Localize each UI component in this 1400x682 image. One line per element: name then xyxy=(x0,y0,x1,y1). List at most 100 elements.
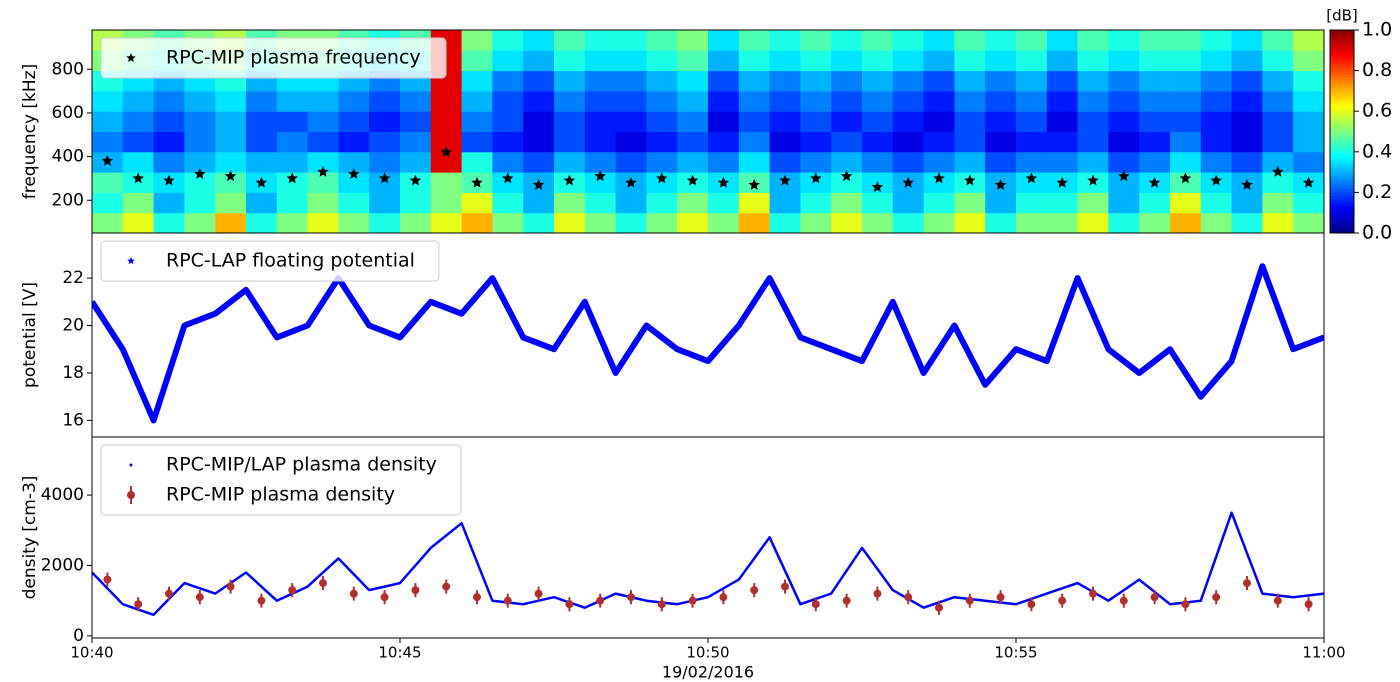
marker xyxy=(1150,593,1159,602)
colorbar-tick-label: 1.0 xyxy=(1362,19,1392,41)
colorbar-segment xyxy=(1330,121,1354,126)
heatmap-cell xyxy=(1016,172,1048,193)
heatmap-cell xyxy=(307,151,339,173)
heatmap-cell xyxy=(523,212,555,233)
heatmap-cell xyxy=(738,192,771,214)
heatmap-cell xyxy=(769,151,801,173)
heatmap-cell xyxy=(862,131,894,153)
heatmap-cell xyxy=(554,192,586,214)
colorbar-segment xyxy=(1330,128,1354,132)
heatmap-cell xyxy=(492,70,524,92)
heatmap-cell xyxy=(307,172,339,193)
heatmap-cell xyxy=(831,131,863,153)
marker xyxy=(440,146,452,158)
heatmap-cell xyxy=(122,111,155,132)
heatmap-cell xyxy=(1231,131,1263,153)
heatmap-cell xyxy=(923,131,955,153)
heatmap-cell xyxy=(215,111,247,132)
heatmap-cell xyxy=(923,172,955,193)
heatmap-cell xyxy=(1108,90,1140,112)
heatmap-cell xyxy=(985,90,1017,112)
heatmap-cell xyxy=(184,172,216,193)
marker xyxy=(194,168,206,179)
colorbar-segment xyxy=(1330,226,1354,231)
legend-marker xyxy=(127,257,135,265)
colorbar-segment xyxy=(1330,80,1354,85)
colorbar-segment xyxy=(1330,148,1354,153)
heatmap-cell xyxy=(523,151,555,173)
legend-marker xyxy=(127,491,135,499)
heatmap-cell xyxy=(677,212,709,233)
x-tick-label: 11:00 xyxy=(1302,644,1345,662)
colorbar-segment xyxy=(1330,158,1354,163)
marker xyxy=(1119,596,1128,605)
heatmap-cell xyxy=(800,131,832,153)
colorbar-segment xyxy=(1330,87,1354,92)
heatmap-cell xyxy=(492,172,524,193)
heatmap-cell xyxy=(153,212,185,233)
heatmap-cell xyxy=(1016,50,1048,72)
marker xyxy=(103,575,112,584)
colorbar-segment xyxy=(1330,205,1354,210)
heatmap-cell xyxy=(1108,192,1140,214)
heatmap-cell xyxy=(738,151,771,173)
colorbar-label: [dB] xyxy=(1326,7,1358,25)
heatmap-cell xyxy=(584,212,617,233)
heatmap-cell xyxy=(708,151,740,173)
heatmap-cell xyxy=(769,111,801,132)
heatmap-cell xyxy=(1016,192,1048,214)
colorbar-segment xyxy=(1330,202,1354,207)
heatmap-cell xyxy=(923,192,955,214)
x-tick-label: 10:50 xyxy=(686,644,729,662)
heatmap-cell xyxy=(584,151,617,173)
heatmap-cell xyxy=(122,212,155,233)
colorbar-segment xyxy=(1330,229,1354,234)
marker xyxy=(319,579,327,588)
heatmap-cell xyxy=(985,151,1017,173)
colorbar-segment xyxy=(1330,195,1354,200)
y-axis-label: potential [V] xyxy=(20,282,40,388)
colorbar-segment xyxy=(1330,168,1354,173)
heatmap-cell xyxy=(615,192,647,214)
heatmap-cell xyxy=(1231,192,1263,214)
colorbar-segment xyxy=(1330,131,1354,136)
heatmap-cell xyxy=(862,70,894,92)
heatmap-cell xyxy=(985,111,1017,132)
heatmap-cell xyxy=(523,70,555,92)
legend-label: RPC-MIP/LAP plasma density xyxy=(166,454,437,476)
heatmap-cell xyxy=(276,131,309,153)
heatmap-cell xyxy=(338,151,370,173)
colorbar-segment xyxy=(1330,155,1354,160)
heatmap-cell xyxy=(646,172,678,193)
marker xyxy=(1025,172,1038,184)
heatmap-cell xyxy=(184,111,216,132)
heatmap-cell xyxy=(1139,50,1171,72)
heatmap-cell xyxy=(769,212,801,233)
colorbar-segment xyxy=(1330,192,1354,197)
marker xyxy=(257,596,266,605)
heatmap-cell xyxy=(1016,111,1048,132)
heatmap-cell xyxy=(461,151,493,173)
heatmap-cell xyxy=(769,50,801,72)
heatmap-cell xyxy=(862,151,894,173)
heatmap-cell xyxy=(1200,111,1233,132)
heatmap-cell xyxy=(677,30,709,51)
heatmap-cell xyxy=(400,151,432,173)
heatmap-cell xyxy=(554,30,586,51)
heatmap-cell xyxy=(122,90,155,112)
heatmap-cell xyxy=(923,50,955,72)
heatmap-cell xyxy=(246,131,278,153)
heatmap-cell xyxy=(769,30,801,51)
plot-area xyxy=(92,511,1324,617)
y-tick-label: 16 xyxy=(62,410,84,430)
colorbar-segment xyxy=(1330,43,1354,48)
heatmap-cell xyxy=(153,151,185,173)
heatmap-cell xyxy=(800,151,832,173)
heatmap-cell xyxy=(461,111,493,132)
marker xyxy=(473,593,481,602)
heatmap-cell xyxy=(1231,212,1263,233)
marker xyxy=(1272,165,1284,177)
heatmap-cell xyxy=(1262,70,1294,92)
colorbar-segment xyxy=(1330,30,1354,34)
